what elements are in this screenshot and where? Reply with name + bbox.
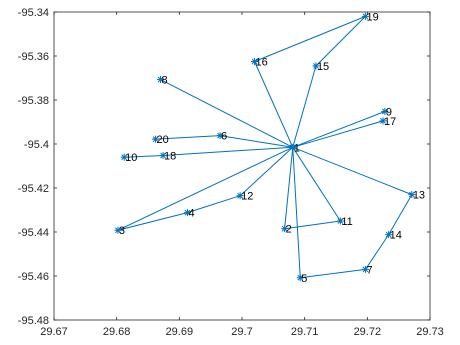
node-marker-13 [408,191,416,199]
edge-16-19 [254,15,366,62]
node-label-11: 11 [341,216,352,228]
y-tick-label: -95.46 [18,271,49,283]
edge-4-3 [117,212,188,231]
y-tick-label: -95.34 [18,7,49,19]
y-tick-label: -95.38 [18,95,49,107]
node-label-14: 14 [390,230,402,242]
plot-area [53,11,431,321]
node-marker-12 [236,192,244,200]
edge-1-11 [292,147,341,222]
node-label-4: 4 [188,208,194,220]
node-label-3: 3 [119,225,125,237]
node-label-16: 16 [256,57,268,69]
node-label-1: 1 [294,142,300,154]
edge-11-2 [284,220,341,230]
x-tick-label: 29.72 [354,326,382,338]
x-tick-label: 29.7 [231,326,252,338]
edge-1-6 [219,135,293,148]
axes-layer: 29.67 29.68 29.69 29.7 29.71 29.72 29.73-95.48… [18,7,444,338]
edge-5-1 [292,147,301,278]
node-marker-7 [361,265,369,273]
node-marker-11 [336,217,344,225]
edge-1-18 [163,146,293,156]
edges-layer [117,15,413,279]
node-marker-18 [159,151,167,159]
y-tick-label: -95.4 [24,139,49,151]
edge-18-10 [124,154,164,158]
node-label-6: 6 [221,131,227,143]
edge-19-15 [315,16,366,67]
edge-7-5 [300,268,366,279]
node-label-18: 18 [164,150,176,162]
node-label-19: 19 [366,11,378,23]
edge-2-1 [284,147,294,229]
edge-14-7 [365,234,390,270]
x-tick-label: 29.67 [40,326,68,338]
edge-6-20 [155,135,221,140]
node-marker-2 [281,225,289,233]
node-marker-5 [296,274,304,282]
edge-13-14 [388,194,413,235]
edge-12-4 [187,195,241,214]
node-marker-17 [379,117,387,125]
node-marker-8 [157,76,165,84]
node-label-15: 15 [317,61,329,73]
node-label-8: 8 [162,75,168,87]
x-tick-label: 29.69 [166,326,194,338]
node-label-9: 9 [386,106,392,118]
node-marker-16 [251,58,259,65]
node-marker-15 [312,62,320,70]
node-marker-1 [289,143,297,151]
edge-1-17 [292,120,384,148]
node-label-17: 17 [384,116,396,128]
node-marker-6 [216,132,224,140]
node-marker-9 [381,107,389,115]
node-marker-3 [114,226,122,234]
y-tick-label: -95.48 [18,315,49,327]
edge-15-1 [292,65,317,148]
node-label-10: 10 [125,152,137,164]
edge-1-12 [239,146,294,197]
edge-1-9 [292,110,386,148]
node-label-5: 5 [301,273,307,285]
x-tick-label: 29.73 [416,326,444,338]
y-tick-label: -95.44 [18,227,49,239]
node-marker-14 [385,231,393,239]
node-label-2: 2 [286,224,292,236]
node-label-20: 20 [157,134,169,146]
y-tick-label: -95.42 [18,183,49,195]
edge-1-16 [254,61,294,148]
x-tick-label: 29.68 [103,326,131,338]
x-tick-label: 29.71 [291,326,319,338]
node-marker-10 [120,153,128,161]
y-tick-label: -95.36 [18,51,49,63]
node-marker-4 [183,209,191,217]
edge-1-8 [160,79,293,148]
node-marker-19 [361,12,369,20]
node-label-12: 12 [241,191,253,203]
edge-3-1 [117,146,293,231]
node-label-13: 13 [413,190,425,202]
edge-1-13 [292,146,413,196]
node-label-7: 7 [366,264,372,276]
node-marker-20 [152,135,160,143]
